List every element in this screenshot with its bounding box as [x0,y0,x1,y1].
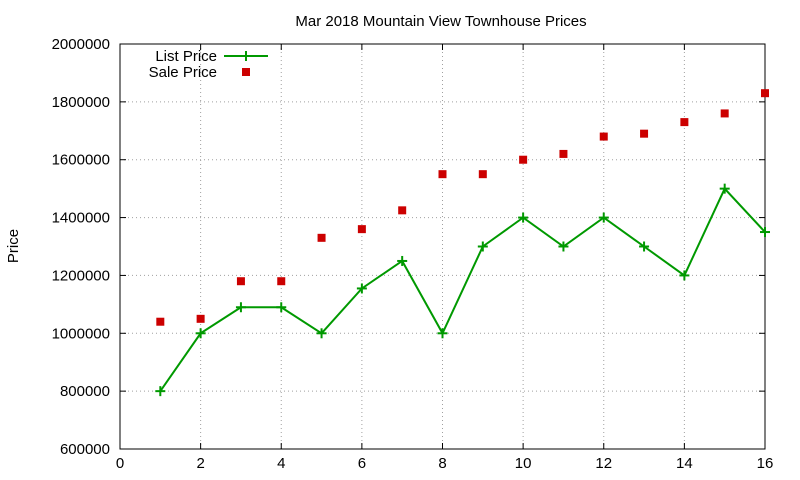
sale-price-point [680,118,689,127]
list-price-point [719,183,730,194]
sale-price-point [519,155,528,164]
sale-price-point [438,170,447,179]
x-tick-label: 6 [358,455,366,472]
x-tick-label: 2 [196,455,204,472]
y-tick-label: 1600000 [52,152,110,169]
y-tick-label: 1000000 [52,325,110,342]
y-tick-label: 1200000 [52,267,110,284]
list-price-point [518,212,529,223]
list-price-point [679,270,690,281]
x-tick-label: 16 [757,455,774,472]
x-tick-labels: 0 2 4 6 8 10 12 14 16 [116,455,774,472]
sale-price-point [357,225,366,234]
chart-title: Mar 2018 Mountain View Townhouse Prices [295,13,586,30]
y-tick-label: 600000 [60,441,110,458]
sale-price-point [236,277,245,286]
list-price-point [598,212,609,223]
x-tick-label: 4 [277,455,285,472]
list-price-point [477,241,488,252]
series-list-price [155,183,770,397]
series [155,89,770,397]
list-price-point [639,241,650,252]
list-price-point [356,283,367,294]
legend-marker-sale-price [242,68,250,76]
x-tick-label: 0 [116,455,124,472]
x-tick-label: 8 [438,455,446,472]
sale-price-point [599,132,608,141]
x-tick-label: 10 [515,455,532,472]
y-tick-label: 1800000 [52,94,110,111]
series-sale-price [156,89,769,326]
list-price-point [316,328,327,339]
list-price-point [397,255,408,266]
sale-price-point [196,314,205,323]
list-price-point [558,241,569,252]
legend: List Price Sale Price [149,48,268,81]
y-tick-labels: 600000 800000 1000000 1200000 1400000 1600000… [52,36,110,458]
x-tick-label: 14 [676,455,693,472]
list-price-point [155,386,166,397]
sale-price-point [317,233,326,242]
list-price-point [276,302,287,313]
y-tick-label: 2000000 [52,36,110,53]
legend-label-sale-price: Sale Price [149,64,217,81]
list-price-point [437,328,448,339]
legend-marker-list-price [241,51,251,61]
y-tick-label: 1400000 [52,210,110,227]
legend-label-list-price: List Price [155,48,217,65]
sale-price-point [398,206,407,215]
list-price-line [159,186,766,392]
sale-price-point [559,149,568,158]
axis-ticks [119,43,766,450]
list-price-point [235,302,246,313]
sale-price-point [156,317,165,326]
sale-price-point [478,170,487,179]
sale-price-point [720,109,729,118]
grid [120,44,765,449]
list-price-point [195,328,206,339]
y-axis-label: Price [5,229,22,263]
x-tick-label: 12 [595,455,612,472]
y-tick-label: 800000 [60,383,110,400]
sale-price-point [761,89,769,98]
sale-price-point [277,277,286,286]
sale-price-point [640,129,649,138]
list-price-point [760,227,770,238]
